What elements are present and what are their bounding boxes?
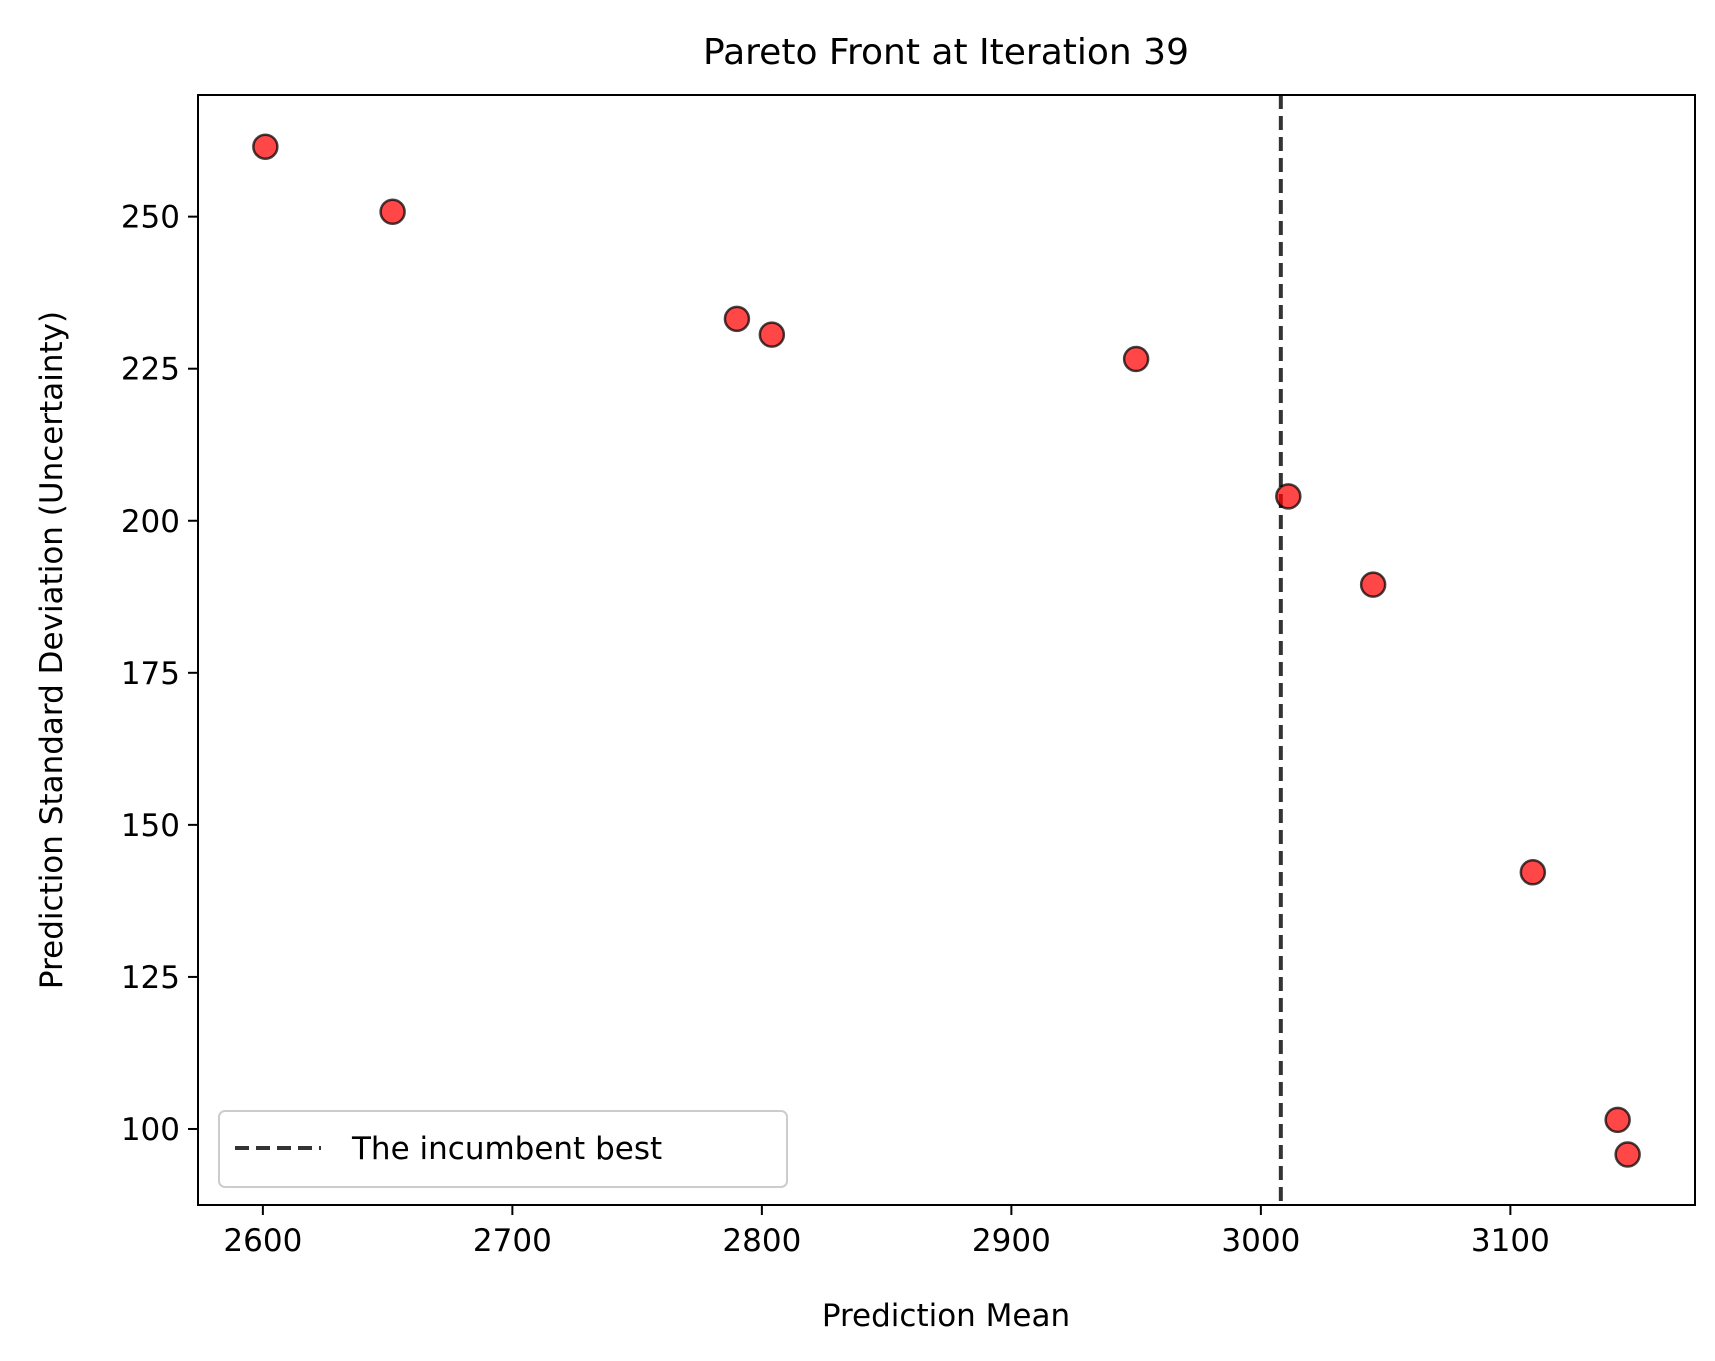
scatter-point xyxy=(1604,1106,1631,1134)
y-tick-label: 100 xyxy=(121,1112,180,1148)
scatter-point xyxy=(758,321,786,348)
legend: The incumbent best xyxy=(218,1110,788,1188)
scatter-point xyxy=(1614,1141,1641,1168)
y-tick-label: 250 xyxy=(121,200,180,236)
scatter-point xyxy=(1519,859,1547,886)
x-tick-label: 2800 xyxy=(722,1223,801,1259)
scatter-point xyxy=(252,133,279,160)
y-tick-label: 225 xyxy=(121,352,180,388)
y-axis-ticks: 100 125 150 175 200 225 250 xyxy=(121,200,198,1148)
y-tick-label: 125 xyxy=(121,960,180,996)
x-tick-label: 3100 xyxy=(1471,1223,1550,1259)
scatter-point xyxy=(1122,345,1150,373)
scatter-point xyxy=(723,305,751,333)
y-tick-label: 200 xyxy=(121,504,180,540)
scatter-point xyxy=(1275,483,1302,510)
y-axis-label: Prediction Standard Deviation (Uncertain… xyxy=(34,311,70,989)
legend-label-incumbent-best: The incumbent best xyxy=(351,1131,662,1167)
x-tick-label: 3000 xyxy=(1221,1223,1300,1259)
scatter-point xyxy=(379,198,406,226)
scatter-point xyxy=(1359,571,1387,598)
y-tick-label: 175 xyxy=(121,656,180,692)
plot-content xyxy=(252,95,1641,1205)
x-axis-ticks: 2600 2700 2800 2900 3000 3100 xyxy=(223,1205,1550,1259)
x-axis-label: Prediction Mean xyxy=(822,1298,1070,1334)
x-tick-label: 2900 xyxy=(972,1223,1051,1259)
y-tick-label: 150 xyxy=(121,808,180,844)
chart-title: Pareto Front at Iteration 39 xyxy=(703,32,1189,73)
x-tick-label: 2600 xyxy=(223,1223,302,1259)
x-tick-label: 2700 xyxy=(473,1223,552,1259)
plot-frame xyxy=(197,94,1696,1206)
legend-box xyxy=(218,1110,788,1188)
